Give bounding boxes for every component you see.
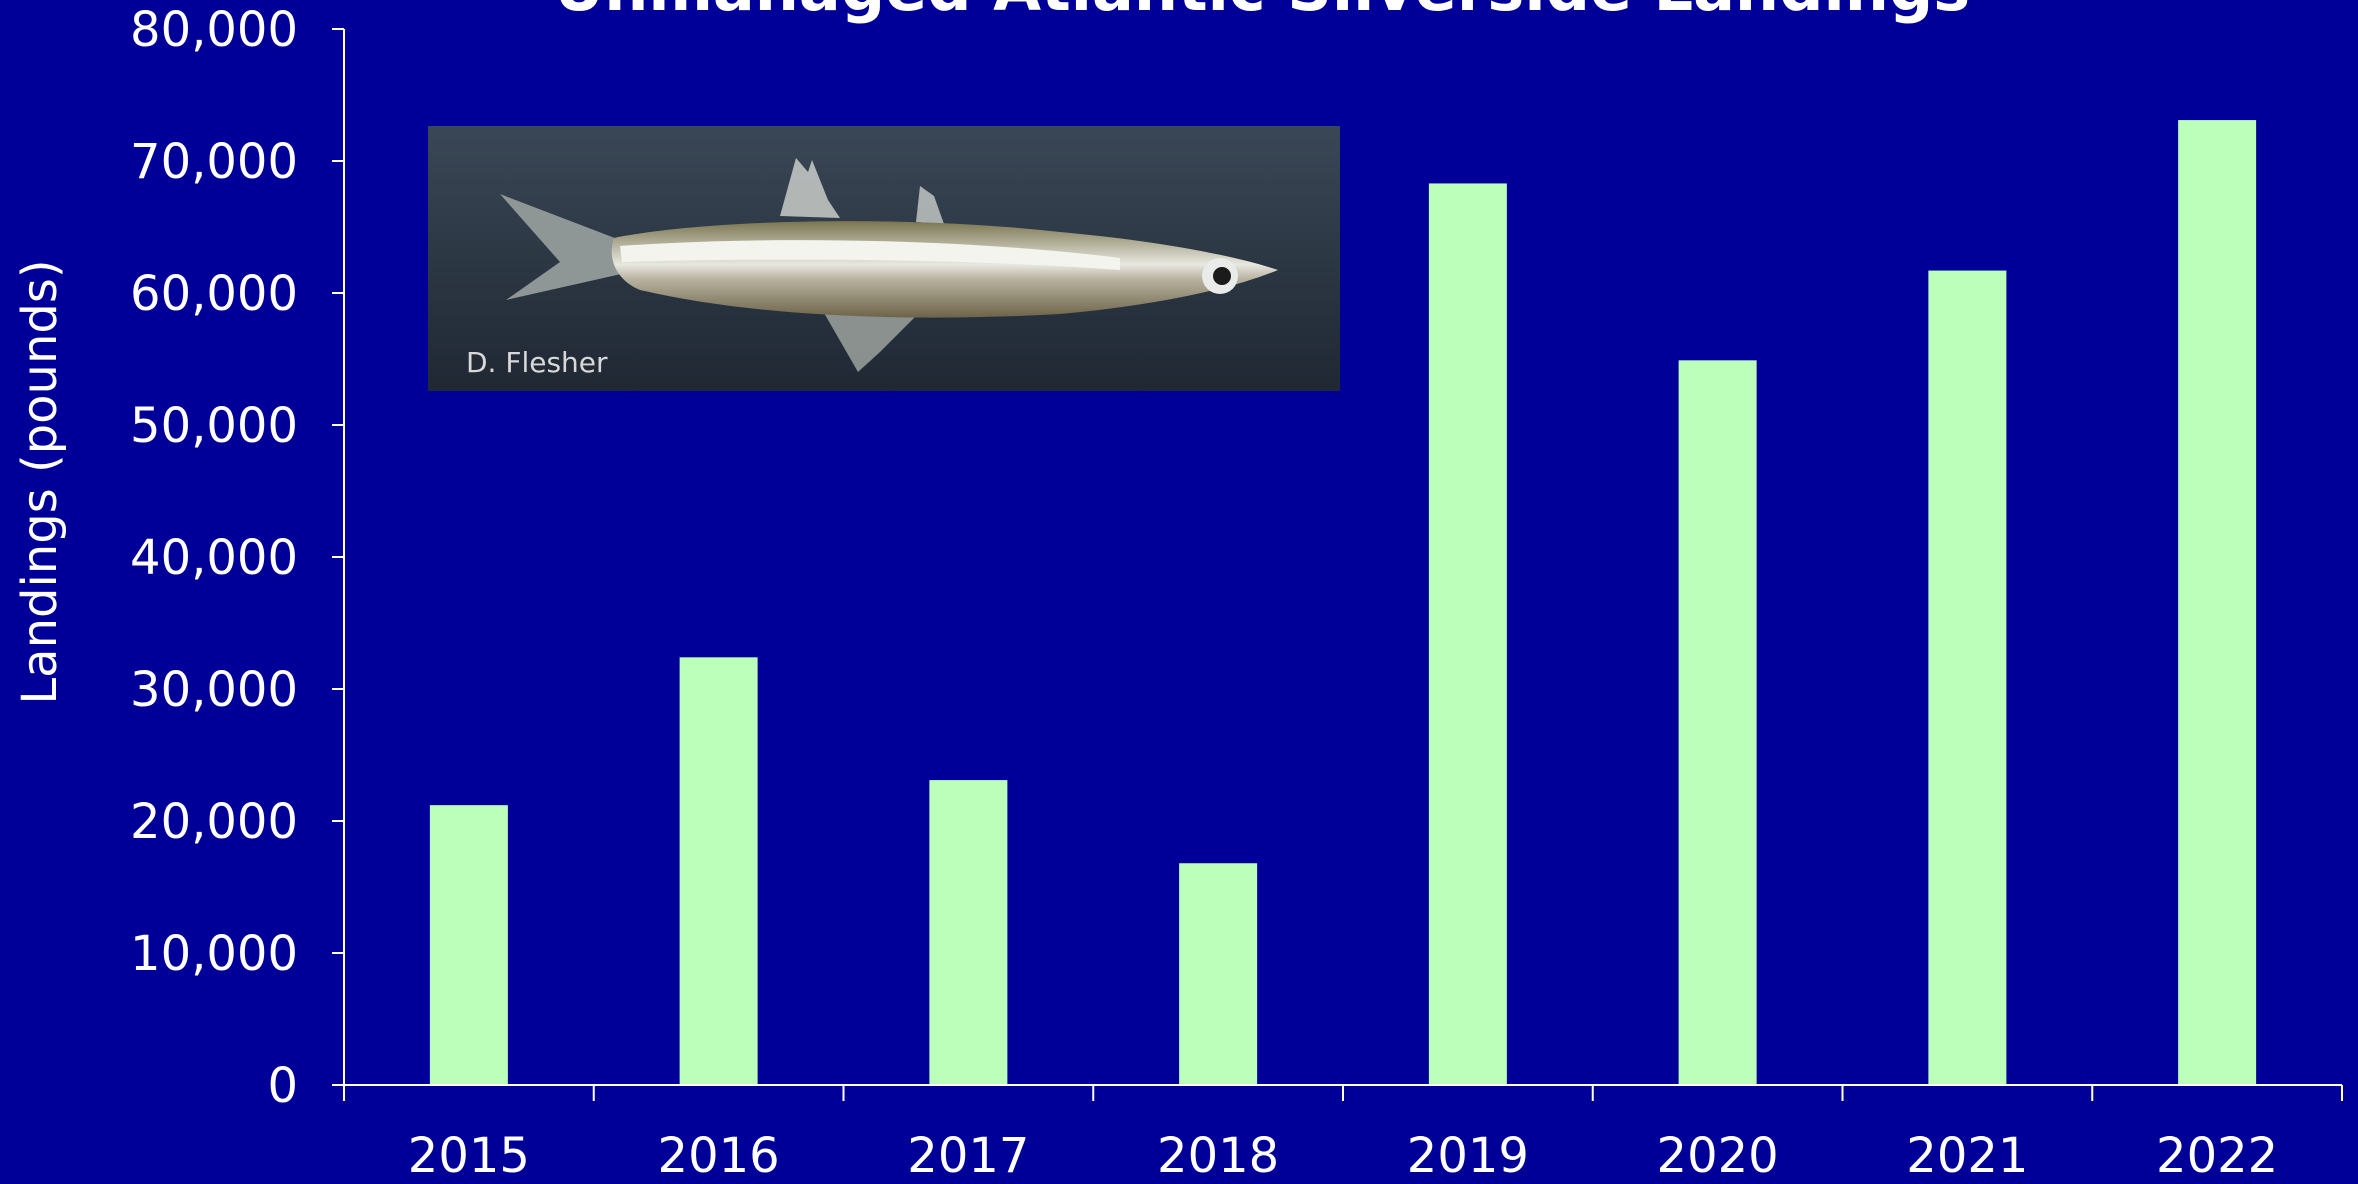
y-tick-label: 80,000 bbox=[130, 2, 298, 58]
x-tick-label: 2015 bbox=[408, 1128, 530, 1184]
x-tick-label: 2022 bbox=[2156, 1128, 2278, 1184]
fish-pupil bbox=[1213, 267, 1231, 285]
x-tick-label: 2016 bbox=[658, 1128, 780, 1184]
x-tick-label: 2019 bbox=[1407, 1128, 1529, 1184]
y-tick-label: 50,000 bbox=[130, 398, 298, 454]
y-tick-label: 20,000 bbox=[130, 794, 298, 850]
bar-2019 bbox=[1428, 183, 1507, 1085]
y-tick-label: 10,000 bbox=[130, 926, 298, 982]
y-axis-ticks: 0 10,000 20,000 30,000 40,000 50,000 60,000 70,… bbox=[130, 2, 344, 1114]
fish-fin-dorsal bbox=[780, 158, 840, 218]
fish-lateral-stripe bbox=[620, 240, 1120, 270]
y-axis-label: Landings (pounds) bbox=[12, 259, 68, 704]
fish-photo: D. Flesher bbox=[428, 126, 1340, 391]
fish-fin-tail bbox=[500, 194, 630, 300]
x-tick-label: 2020 bbox=[1657, 1128, 1779, 1184]
bar-2016 bbox=[679, 657, 758, 1085]
x-tick-label: 2021 bbox=[1906, 1128, 2028, 1184]
bar-2021 bbox=[1928, 270, 2007, 1085]
y-tick-label: 70,000 bbox=[130, 134, 298, 190]
bar-2018 bbox=[1179, 863, 1258, 1085]
y-tick-label: 60,000 bbox=[130, 266, 298, 322]
bar-2020 bbox=[1678, 360, 1757, 1085]
bar-2022 bbox=[2178, 120, 2257, 1085]
fish-fin-dorsal-2 bbox=[916, 186, 944, 224]
x-tick-label: 2018 bbox=[1157, 1128, 1279, 1184]
bars-group bbox=[429, 120, 2257, 1085]
bar-2015 bbox=[429, 805, 508, 1085]
chart-title: Unmanaged Atlantic Silverside Landings bbox=[554, 0, 1970, 25]
x-tick-label: 2017 bbox=[907, 1128, 1029, 1184]
bar-2017 bbox=[929, 780, 1008, 1085]
y-tick-label: 40,000 bbox=[130, 530, 298, 586]
photo-credit: D. Flesher bbox=[466, 346, 608, 379]
y-tick-label: 30,000 bbox=[130, 662, 298, 718]
x-axis-ticks: 2015 2016 2017 2018 2019 2020 2021 2022 bbox=[343, 1085, 2343, 1184]
y-tick-label: 0 bbox=[267, 1058, 298, 1114]
